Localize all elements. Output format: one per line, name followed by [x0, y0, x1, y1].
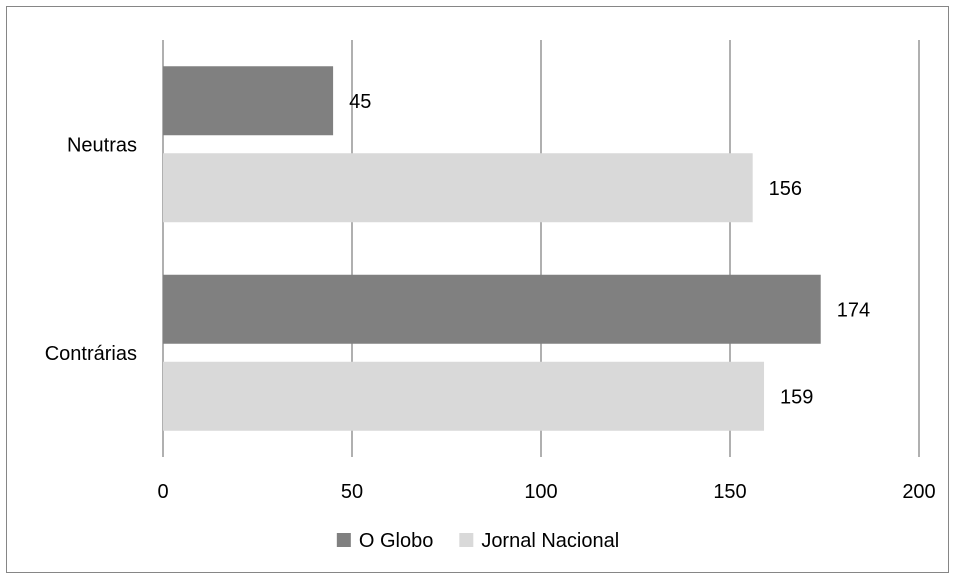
x-tick-label-100: 100: [524, 481, 557, 503]
x-tick-label-50: 50: [341, 481, 363, 503]
bars: [163, 66, 821, 431]
data-labels: 45 156 174 159: [349, 91, 870, 409]
x-tick-label-0: 0: [157, 481, 168, 503]
legend-swatch-o-globo: [336, 533, 351, 547]
legend-label-jornal-nacional: Jornal Nacional: [481, 530, 619, 552]
data-label-jornal-nacional-contrarias: 159: [780, 386, 813, 408]
data-label-jornal-nacional-neutras: 156: [769, 178, 802, 200]
bar-jornal-nacional-contrarias: [163, 361, 765, 431]
data-label-o-globo-neutras: 45: [349, 91, 371, 113]
category-label-neutras: Neutras: [67, 134, 137, 156]
bar-o-globo-contrarias: [163, 274, 821, 344]
x-tick-label-200: 200: [902, 481, 935, 503]
bar-jornal-nacional-neutras: [163, 153, 753, 223]
legend-swatch-jornal-nacional: [459, 533, 474, 547]
category-labels: Neutras Contrárias: [45, 134, 137, 365]
category-label-contrarias: Contrárias: [45, 343, 137, 365]
x-tick-labels: 0 50 100 150 200: [157, 481, 935, 503]
legend-item-jornal-nacional: Jornal Nacional: [459, 530, 619, 552]
legend: O Globo Jornal Nacional: [336, 530, 619, 552]
legend-label-o-globo: O Globo: [359, 530, 433, 552]
legend-item-o-globo: O Globo: [336, 530, 433, 552]
data-label-o-globo-contrarias: 174: [837, 299, 870, 321]
x-tick-label-150: 150: [713, 481, 746, 503]
bar-o-globo-neutras: [163, 66, 334, 136]
